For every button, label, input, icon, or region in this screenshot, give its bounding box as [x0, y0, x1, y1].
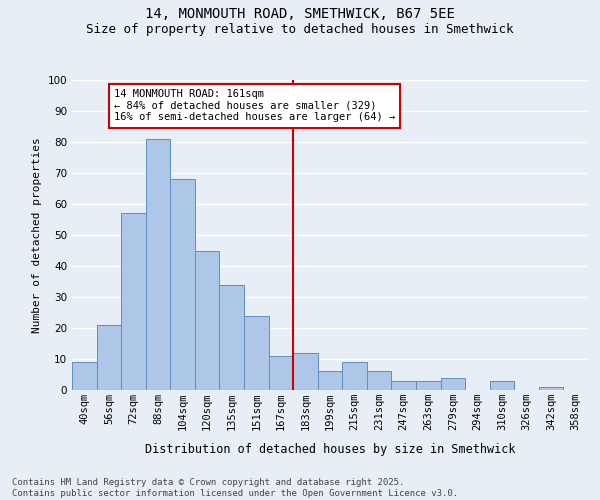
Bar	[318, 372, 342, 390]
Text: 14 MONMOUTH ROAD: 161sqm
← 84% of detached houses are smaller (329)
16% of semi-: 14 MONMOUTH ROAD: 161sqm ← 84% of detach…	[114, 90, 395, 122]
Bar	[170, 179, 195, 390]
Text: Size of property relative to detached houses in Smethwick: Size of property relative to detached ho…	[86, 22, 514, 36]
Bar	[121, 214, 146, 390]
Bar	[72, 362, 97, 390]
Text: Distribution of detached houses by size in Smethwick: Distribution of detached houses by size …	[145, 442, 515, 456]
Bar	[293, 353, 318, 390]
Bar	[269, 356, 293, 390]
Bar	[440, 378, 465, 390]
Bar	[146, 139, 170, 390]
Bar	[244, 316, 269, 390]
Text: Contains HM Land Registry data © Crown copyright and database right 2025.
Contai: Contains HM Land Registry data © Crown c…	[12, 478, 458, 498]
Text: 14, MONMOUTH ROAD, SMETHWICK, B67 5EE: 14, MONMOUTH ROAD, SMETHWICK, B67 5EE	[145, 8, 455, 22]
Y-axis label: Number of detached properties: Number of detached properties	[32, 137, 42, 333]
Bar	[195, 250, 220, 390]
Bar	[490, 380, 514, 390]
Bar	[342, 362, 367, 390]
Bar	[391, 380, 416, 390]
Bar	[416, 380, 440, 390]
Bar	[367, 372, 391, 390]
Bar	[220, 284, 244, 390]
Bar	[97, 325, 121, 390]
Bar	[539, 387, 563, 390]
